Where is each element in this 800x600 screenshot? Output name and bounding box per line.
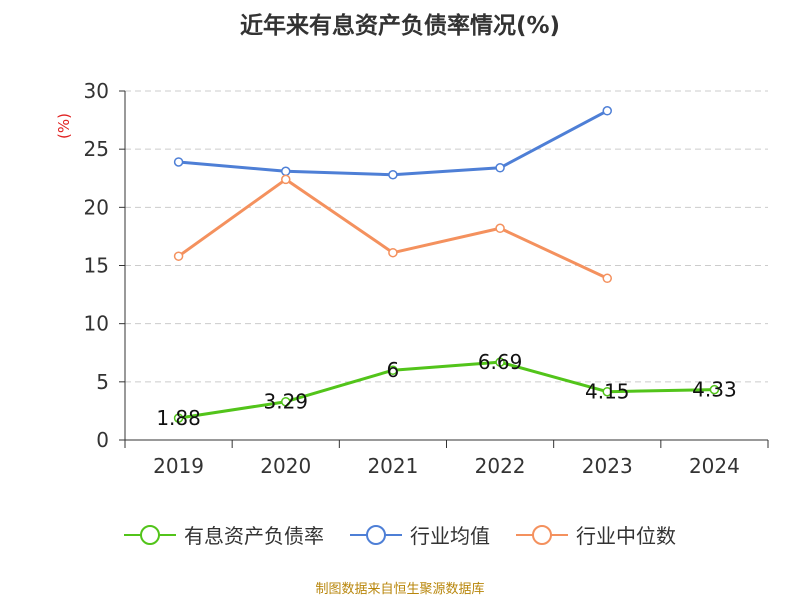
data-point — [173, 251, 184, 261]
data-point — [495, 223, 505, 234]
data-label: 3.29 — [263, 390, 308, 414]
data-point — [602, 386, 612, 397]
x-tick-label: 2023 — [582, 454, 633, 478]
data-point — [388, 365, 398, 375]
data-point — [495, 163, 505, 173]
series-line — [177, 177, 608, 280]
data-label: 1.88 — [156, 406, 201, 430]
y-tick-label: 10 — [84, 312, 109, 336]
legend-line-circle-icon — [124, 524, 176, 545]
legend-item[interactable]: 行业中位数 — [516, 520, 676, 549]
y-tick-label: 5 — [96, 370, 109, 394]
data-point — [281, 396, 291, 407]
y-tick-label: 25 — [84, 137, 109, 161]
data-point — [388, 170, 398, 180]
data-point — [709, 384, 720, 395]
x-tick-label: 2019 — [153, 454, 204, 478]
series-line — [178, 360, 715, 420]
data-point — [602, 106, 612, 116]
legend-label: 行业均值 — [410, 524, 490, 548]
y-tick-label: 30 — [84, 79, 109, 103]
legend-line-circle-icon — [516, 524, 568, 545]
data-label: 6.69 — [478, 350, 523, 374]
data-label: 6 — [387, 358, 400, 382]
data-point — [602, 273, 612, 284]
legend-label: 行业中位数 — [576, 524, 676, 548]
data-point — [173, 413, 184, 423]
data-point — [281, 174, 291, 185]
data-point — [388, 247, 398, 258]
chart-title: 近年来有息资产负债率情况(%) — [239, 13, 561, 39]
data-point — [495, 357, 505, 367]
source-note: 制图数据来自恒生聚源数据库 — [315, 582, 485, 597]
y-tick-label: 0 — [96, 428, 109, 452]
x-tick-label: 2021 — [367, 454, 418, 478]
data-label: 4.33 — [692, 378, 737, 402]
x-tick-label: 2024 — [689, 454, 740, 478]
x-tick-label: 2020 — [260, 454, 311, 478]
data-label: 4.15 — [585, 380, 630, 404]
x-tick-label: 2022 — [475, 454, 526, 478]
legend: 有息资产负债率 行业均值 行业中位数 — [0, 520, 800, 549]
y-axis-label: (%) — [55, 113, 73, 139]
legend-item[interactable]: 有息资产负债率 — [124, 520, 324, 549]
series-line — [178, 109, 608, 177]
legend-item[interactable]: 行业均值 — [350, 520, 490, 549]
y-tick-label: 20 — [84, 195, 109, 219]
data-point — [281, 166, 291, 177]
legend-label: 有息资产负债率 — [184, 524, 324, 548]
legend-line-circle-icon — [350, 524, 402, 545]
data-point — [173, 157, 184, 167]
y-tick-label: 15 — [84, 254, 109, 278]
